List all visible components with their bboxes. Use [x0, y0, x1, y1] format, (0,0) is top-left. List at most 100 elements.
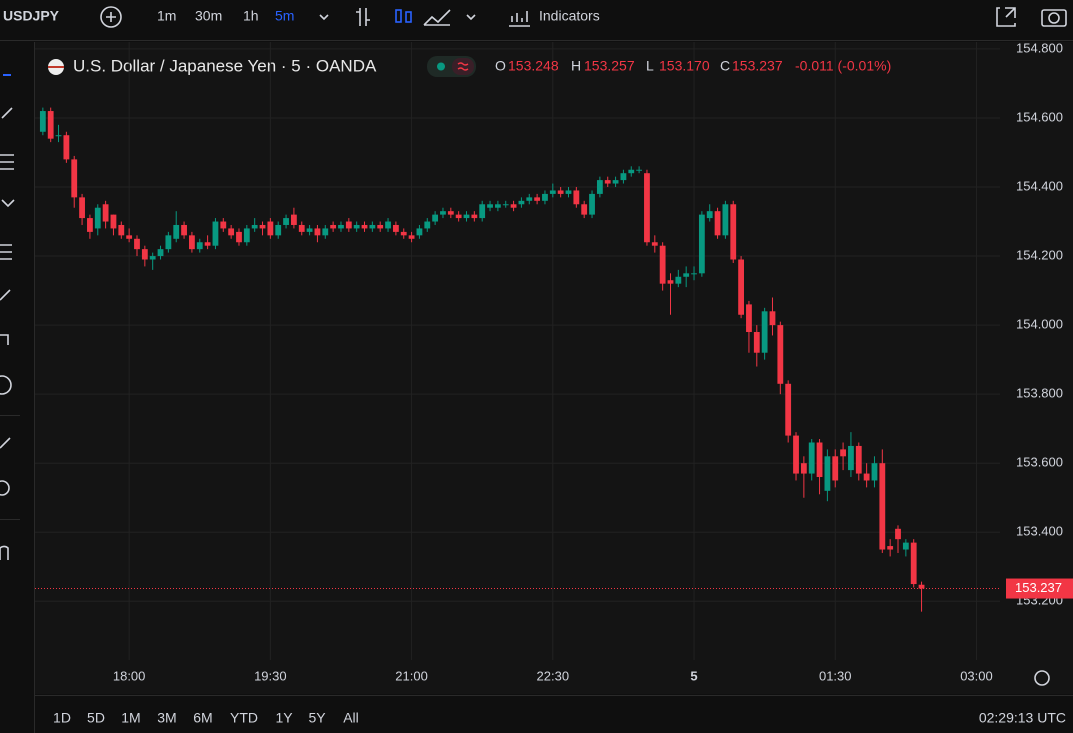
indicators-button[interactable]: Indicators — [539, 8, 600, 24]
range-button[interactable]: All — [343, 710, 359, 726]
pattern-tool[interactable] — [1, 199, 15, 208]
candle-body — [424, 221, 431, 229]
interval-dropdown[interactable] — [319, 14, 329, 21]
area-icon[interactable] — [423, 9, 451, 26]
x-tick-label: 22:30 — [537, 668, 570, 683]
share-icon[interactable] — [996, 7, 1016, 27]
candle-body — [698, 214, 705, 274]
candle-body — [126, 235, 133, 239]
candle-body — [895, 528, 901, 540]
camera-icon[interactable] — [1041, 9, 1067, 27]
range-button[interactable]: 1D — [53, 710, 71, 726]
candle-body — [510, 204, 517, 208]
x-tick-label: 19:30 — [254, 668, 287, 683]
candle-body — [628, 169, 635, 174]
candles-icon[interactable] — [395, 9, 402, 23]
candle-body — [298, 224, 305, 232]
candle-body — [683, 273, 690, 277]
candle-body — [369, 224, 376, 229]
candle-body — [573, 190, 580, 205]
candle-body — [738, 259, 745, 315]
candle-body — [267, 221, 274, 236]
range-button[interactable]: 1Y — [275, 710, 293, 726]
candle-body — [730, 204, 737, 260]
chart-panel — [35, 42, 1073, 694]
candle-body — [149, 256, 156, 260]
candle-body — [330, 224, 337, 229]
interval-button[interactable]: 30m — [195, 8, 222, 24]
forecast-tool[interactable] — [0, 244, 12, 260]
candle-body — [196, 242, 203, 250]
candle-body — [322, 228, 329, 236]
interval-button[interactable]: 5m — [275, 8, 294, 24]
candle-body — [502, 204, 509, 206]
y-tick-label: 154.400 — [1016, 178, 1063, 193]
candle-body — [604, 180, 611, 184]
chart-type-dropdown[interactable] — [466, 14, 476, 21]
candle-body — [353, 224, 360, 229]
range-button[interactable]: 6M — [193, 710, 212, 726]
candle-body — [392, 224, 399, 232]
candle-body — [345, 221, 352, 229]
candle-body — [769, 311, 776, 326]
symbol[interactable]: USDJPY — [3, 8, 60, 24]
ohlc-legend: 153.170 — [659, 58, 710, 74]
axis-settings[interactable] — [1034, 670, 1050, 686]
candle-body — [94, 207, 101, 229]
candle-body — [518, 200, 525, 205]
candle-body — [314, 228, 321, 236]
candle-body — [816, 442, 823, 478]
ruler-tool[interactable] — [0, 437, 11, 449]
ohlc-legend: 153.237 — [732, 58, 783, 74]
add-icon — [106, 12, 116, 22]
text-tool[interactable] — [0, 334, 9, 345]
candle-body — [455, 214, 462, 219]
y-tick-label: 153.800 — [1016, 386, 1063, 401]
candle-body — [173, 224, 180, 239]
candle-body — [596, 180, 603, 194]
range-button[interactable]: 3M — [157, 710, 176, 726]
x-tick-label: 5 — [690, 668, 697, 683]
candle-body — [463, 214, 470, 219]
candle-body — [902, 542, 909, 550]
candle-body — [47, 111, 54, 139]
candle-body — [157, 249, 164, 257]
candle-body — [471, 214, 478, 219]
y-tick-label: 153.400 — [1016, 524, 1063, 539]
x-tick-label: 18:00 — [113, 668, 146, 683]
bars-icon[interactable] — [356, 8, 370, 26]
candle-body — [761, 311, 768, 353]
range-button[interactable]: YTD — [230, 710, 258, 726]
chart-title: U.S. Dollar / Japanese Yen · 5 · OANDA — [73, 56, 377, 75]
ohlc-legend: -0.011 (-0.01%) — [795, 58, 891, 74]
candle-body — [589, 193, 595, 215]
candle-body — [377, 224, 384, 229]
emoji-tool[interactable] — [0, 375, 12, 395]
zoom-tool[interactable] — [0, 480, 10, 496]
line-tool[interactable] — [1, 107, 13, 119]
candle-body — [581, 204, 588, 215]
last-price-label: 153.237 — [1015, 580, 1062, 595]
brush-tool[interactable] — [0, 289, 11, 301]
range-button[interactable]: 5D — [87, 710, 105, 726]
range-button[interactable]: 5Y — [308, 710, 326, 726]
magnet-tool[interactable] — [0, 545, 9, 560]
range-button[interactable]: 1M — [121, 710, 140, 726]
y-tick-label: 154.600 — [1016, 109, 1063, 124]
fib-tool[interactable] — [0, 154, 14, 170]
candle-body — [832, 456, 839, 481]
candle-body — [620, 173, 627, 181]
candle-body — [753, 332, 760, 353]
candle-body — [777, 325, 784, 384]
candle-body — [487, 204, 493, 208]
candle-body — [228, 228, 235, 236]
candle-body — [675, 276, 682, 284]
candle-body — [400, 231, 407, 236]
indicators-icon — [509, 11, 530, 27]
interval-button[interactable]: 1m — [157, 8, 176, 24]
interval-button[interactable]: 1h — [243, 8, 259, 24]
y-tick-label: 154.800 — [1016, 40, 1063, 55]
add-symbol[interactable] — [100, 6, 122, 28]
candle-body — [722, 204, 729, 236]
candle-body — [259, 224, 266, 229]
